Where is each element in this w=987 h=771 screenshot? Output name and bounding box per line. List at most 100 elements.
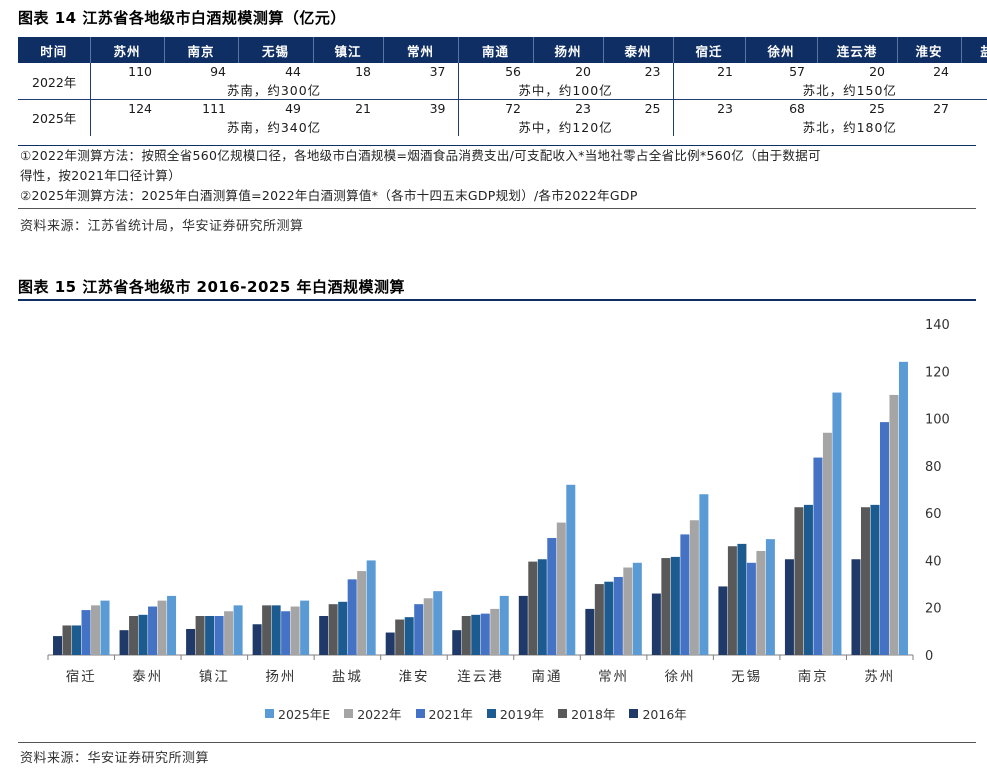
bar xyxy=(765,539,775,655)
chart-source: 资料来源：华安证券研究所测算 xyxy=(20,751,210,766)
bar xyxy=(613,576,623,655)
legend-label: 2021年 xyxy=(428,707,473,722)
chart-bottom-rule xyxy=(18,742,976,743)
table-cell: 40 xyxy=(961,99,987,117)
bar xyxy=(604,581,614,655)
bar xyxy=(490,608,500,655)
bar xyxy=(100,600,110,655)
bar xyxy=(461,615,471,655)
table-cell: 72 xyxy=(457,99,533,117)
table-cell: 94 xyxy=(210,64,226,79)
header-city: 南京 xyxy=(163,37,238,63)
region-total: 苏中，约120亿 xyxy=(457,116,673,136)
estimate-table: 时间苏州南京无锡镇江常州南通扬州泰州宿迁徐州连云港淮安盐城 2022年 110 94… xyxy=(18,37,987,136)
bar xyxy=(813,457,823,655)
y-tick-label: 80 xyxy=(925,460,942,475)
bar xyxy=(870,504,880,655)
bar xyxy=(281,611,291,655)
bar xyxy=(148,606,158,655)
legend-swatch xyxy=(558,709,568,718)
legend-swatch xyxy=(486,709,496,718)
x-tick-label: 苏州 xyxy=(864,669,895,685)
bar xyxy=(699,494,709,655)
x-tick-label: 泰州 xyxy=(132,669,163,685)
bar xyxy=(822,432,832,655)
bar xyxy=(471,614,481,655)
bar xyxy=(91,605,101,655)
header-city: 连云港 xyxy=(816,37,897,63)
table-row: 2022年 110 94 44 18 37 56 20 23 21 57 20 24 36 xyxy=(18,63,987,90)
table-region-row: 苏南，约340亿 苏中，约120亿 苏北，约180亿 xyxy=(18,116,987,136)
x-tick-label: 徐州 xyxy=(665,669,696,685)
bar xyxy=(518,595,528,655)
bar xyxy=(718,586,728,655)
bar xyxy=(860,507,870,655)
row-year-label: 2025年 xyxy=(18,99,90,136)
bar xyxy=(271,605,281,655)
table-cell: 21 xyxy=(313,99,383,117)
header-city: 宿迁 xyxy=(672,37,745,63)
legend-label: 2022年 xyxy=(357,707,402,722)
chart-title-rule xyxy=(18,299,976,301)
bar xyxy=(224,611,234,655)
legend-label: 2016年 xyxy=(642,707,687,722)
x-tick-label: 镇江 xyxy=(199,669,230,685)
header-city: 泰州 xyxy=(602,37,673,63)
y-tick-label: 100 xyxy=(925,413,950,428)
x-tick-label: 淮安 xyxy=(398,669,429,685)
region-total: 苏南，约340亿 xyxy=(89,116,458,136)
table-notes: ①2022年测算方法：按照全省560亿规模口径，各地级市白酒规模=烟酒食品消费支… xyxy=(20,146,821,206)
bar xyxy=(385,632,395,655)
bar xyxy=(756,550,766,655)
bar xyxy=(566,484,576,655)
bar xyxy=(423,598,433,655)
table-cell: 49 xyxy=(238,99,313,117)
region-total: 苏中，约100亿 xyxy=(457,80,673,100)
legend-label: 2018年 xyxy=(571,707,616,722)
bar xyxy=(186,628,196,655)
bar xyxy=(851,559,861,655)
bar xyxy=(537,559,547,655)
table-cell: 37 xyxy=(429,64,446,79)
y-tick-label: 120 xyxy=(925,365,950,380)
table-cell: 57 xyxy=(789,64,805,79)
header-city: 无锡 xyxy=(237,37,313,63)
bar xyxy=(746,562,756,655)
y-tick-label: 20 xyxy=(925,602,942,617)
header-city: 苏州 xyxy=(89,37,164,63)
bar xyxy=(803,504,813,655)
bar xyxy=(404,617,414,655)
table-cell: 68 xyxy=(745,99,817,117)
x-tick-label: 常州 xyxy=(598,669,629,685)
table-cell: 18 xyxy=(355,64,371,79)
legend-item: 2025年E xyxy=(265,704,330,723)
bar xyxy=(300,600,310,655)
table-cell: 44 xyxy=(285,64,301,79)
x-tick-label: 无锡 xyxy=(731,669,762,685)
bar xyxy=(832,392,842,655)
table-cell: 21 xyxy=(672,63,745,80)
bar xyxy=(338,601,348,655)
bar xyxy=(547,537,557,655)
bar xyxy=(556,522,566,655)
table-cell: 110 xyxy=(89,63,164,80)
region-total: 苏北，约180亿 xyxy=(672,116,987,136)
x-tick-label: 盐城 xyxy=(332,669,363,685)
bar xyxy=(414,604,424,655)
bar xyxy=(357,571,367,655)
bar xyxy=(53,636,63,655)
bar xyxy=(366,560,376,655)
table-source: 资料来源：江苏省统计局，华安证券研究所测算 xyxy=(20,219,304,234)
bar xyxy=(205,615,215,655)
bar xyxy=(129,615,139,655)
legend-swatch xyxy=(265,709,274,718)
bar xyxy=(889,394,899,655)
header-time: 时间 xyxy=(18,37,90,63)
y-tick-label: 140 xyxy=(925,318,950,333)
table-title: 图表 14 江苏省各地级市白酒规模测算（亿元） xyxy=(18,9,346,27)
bar xyxy=(528,561,538,655)
bar xyxy=(784,559,794,655)
x-tick-label: 南京 xyxy=(798,669,829,685)
bar-chart: 0 20 40 60 80 100 120 140 宿迁 泰州 镇江 扬州 盐城 淮安 连云港 南通 常州 徐州 无… xyxy=(47,318,950,685)
y-tick-label: 0 xyxy=(925,649,933,664)
